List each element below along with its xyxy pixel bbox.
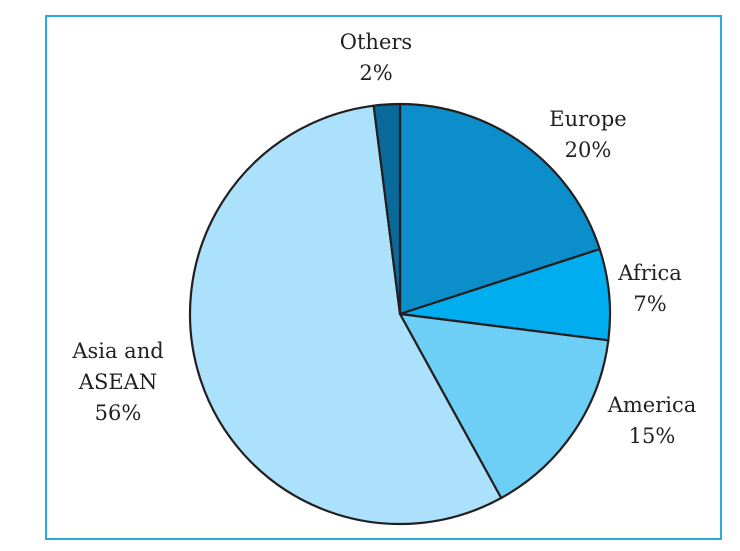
pie-slice [398,102,601,316]
category-label: Europe [549,107,627,131]
category-label: America [607,393,697,417]
value-label: 20% [564,138,612,162]
slice-label: Asia and ASEAN 56% [53,336,183,429]
category-label: Others [339,30,413,54]
value-label: 15% [628,424,676,448]
category-label: Asia and ASEAN [72,339,164,394]
value-label: 7% [633,292,667,316]
slice-label: Europe 20% [528,104,648,166]
frame [45,15,722,540]
pie-slice [188,104,503,526]
category-label: Africa [618,261,682,285]
slice-label: America 15% [582,390,722,452]
slice-label: Others 2% [316,27,436,89]
pie-slice [398,312,610,500]
value-label: 56% [94,401,142,425]
pie-slice [372,102,402,316]
value-label: 2% [359,61,393,85]
slice-label: Africa 7% [590,258,710,320]
